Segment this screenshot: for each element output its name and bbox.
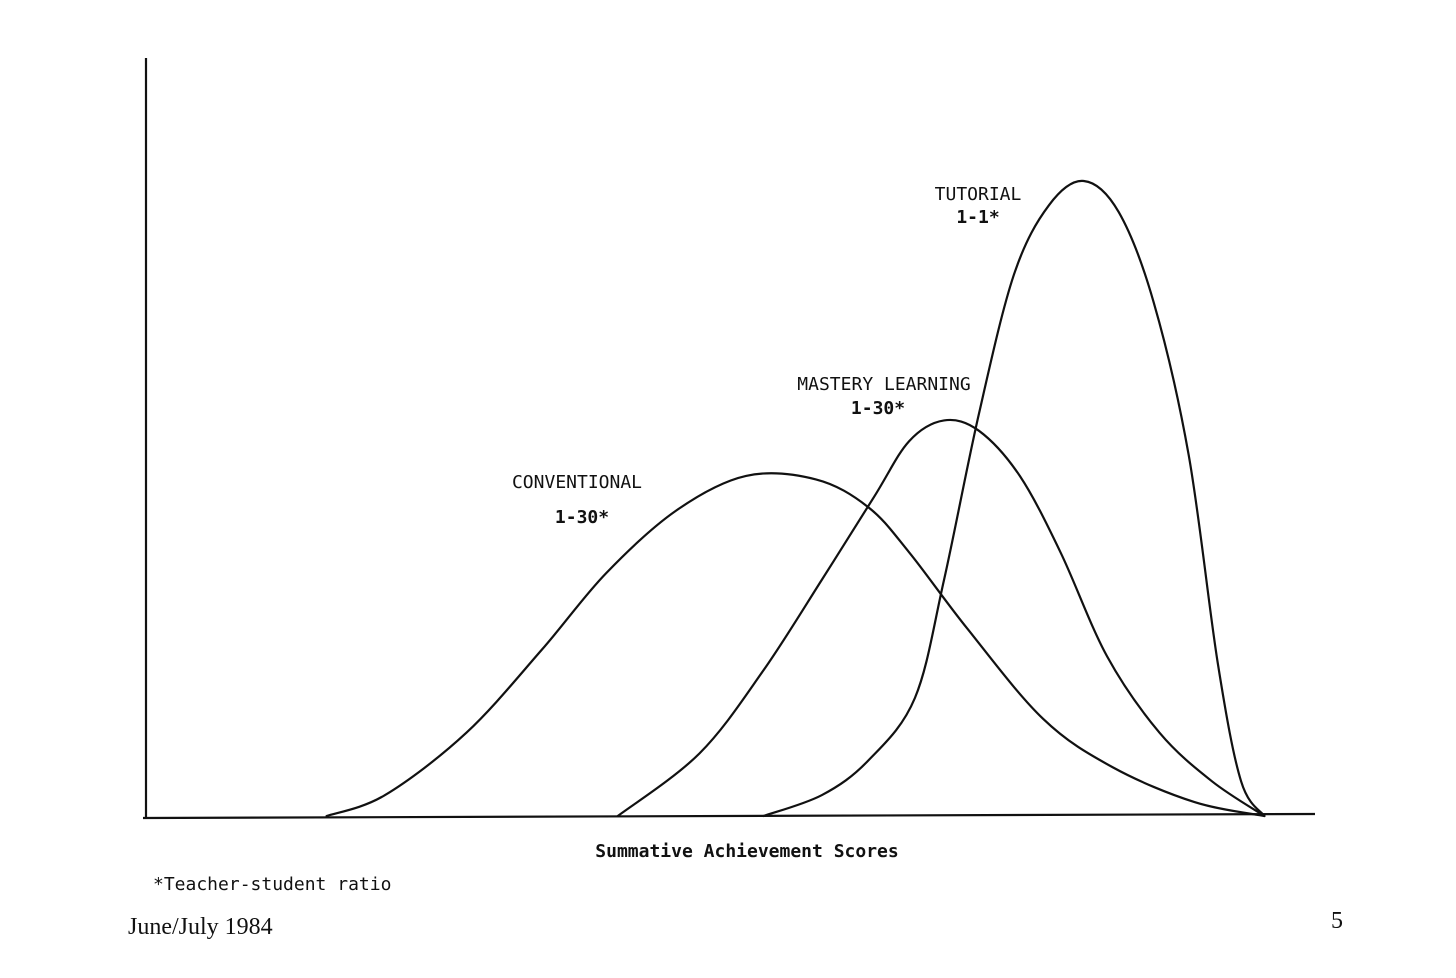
series-ratio-tutorial: 1-1* bbox=[956, 207, 999, 228]
issue-date: June/July 1984 bbox=[128, 914, 273, 940]
series-line-tutorial bbox=[762, 179, 1266, 818]
page-number: 5 bbox=[1331, 908, 1343, 934]
series-ratio-mastery-learning: 1-30* bbox=[851, 398, 905, 419]
series-label-mastery-learning: MASTERY LEARNING bbox=[797, 374, 970, 395]
x-axis-label: Summative Achievement Scores bbox=[595, 841, 898, 862]
series-line-conventional bbox=[325, 472, 1266, 818]
series-label-conventional: CONVENTIONAL bbox=[512, 472, 642, 493]
x-axis bbox=[142, 812, 1316, 820]
footnote: *Teacher-student ratio bbox=[153, 874, 391, 895]
series-ratio-conventional: 1-30* bbox=[555, 507, 609, 528]
series-label-tutorial: TUTORIAL bbox=[935, 184, 1022, 205]
series-line-mastery-learning bbox=[616, 418, 1266, 818]
